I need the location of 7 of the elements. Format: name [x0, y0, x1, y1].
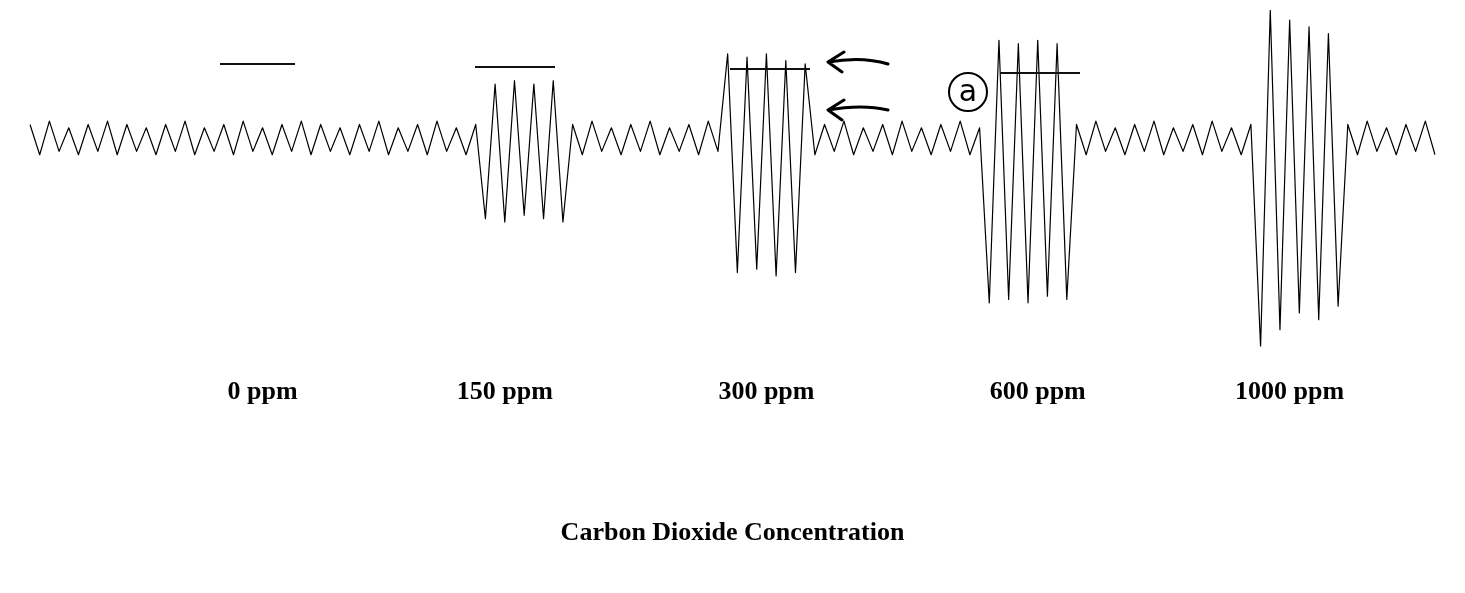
- x-tick-label: 150 ppm: [456, 375, 554, 405]
- x-tick-label: 300 ppm: [718, 375, 815, 405]
- x-tick-label: 600 ppm: [989, 375, 1087, 405]
- x-tick-label: 1000 ppm: [1235, 375, 1345, 405]
- x-tick-label: 0 ppm: [227, 375, 298, 405]
- annotation: a: [948, 72, 988, 112]
- x-axis-title: Carbon Dioxide Concentration: [560, 517, 905, 547]
